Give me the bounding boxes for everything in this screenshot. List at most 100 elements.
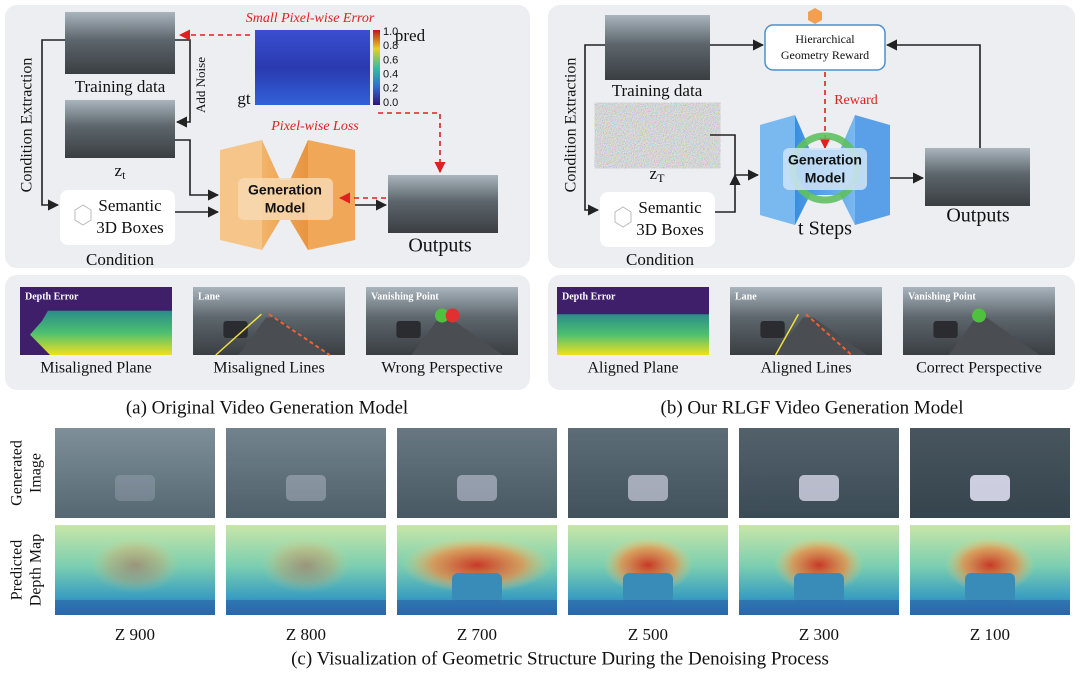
- output-image: [388, 175, 498, 233]
- example-tag: Depth Error: [25, 291, 79, 302]
- model-label: Generation: [788, 152, 862, 168]
- generated-image: [568, 428, 728, 518]
- depth-road: [397, 600, 557, 615]
- generated-image-shade: [397, 428, 557, 518]
- caption: (b) Our RLGF Video Generation Model: [661, 397, 964, 418]
- column-label: Z 800: [286, 625, 326, 644]
- latent-label: zT: [650, 164, 666, 185]
- model-label: Model: [805, 170, 845, 186]
- training-label: Training data: [75, 77, 166, 96]
- example-label: Aligned Plane: [587, 360, 678, 377]
- depth-plane: [557, 314, 709, 355]
- example-tag: Depth Error: [562, 291, 616, 302]
- example-label: Misaligned Plane: [40, 360, 152, 377]
- depth-hotspot: [90, 537, 180, 593]
- noisy-image: [65, 100, 175, 158]
- cube-icon: [74, 204, 92, 226]
- model-card: [238, 178, 333, 220]
- caption: (c) Visualization of Geometric Structure…: [291, 648, 829, 669]
- generated-image-shade: [568, 428, 728, 518]
- latent-label: zt: [115, 161, 127, 182]
- example-tag: Vanishing Point: [371, 291, 439, 302]
- error-heatmap: [255, 30, 370, 105]
- loss-label: Pixel-wise Loss: [270, 119, 359, 134]
- depth-road: [226, 600, 386, 615]
- error-title: Small Pixel-wise Error: [246, 11, 375, 26]
- colorbar-tick: 1.0: [383, 26, 398, 38]
- road: [775, 317, 867, 355]
- condition-extraction: Condition Extraction: [19, 58, 36, 193]
- model-shape: [855, 115, 890, 225]
- car: [457, 475, 497, 501]
- column-label: Z 300: [799, 625, 839, 644]
- reward-box-label: Geometry Reward: [781, 48, 869, 62]
- colorbar-tick: 0.6: [383, 54, 398, 66]
- depth-car: [965, 573, 1015, 603]
- row-label: Depth Map: [28, 534, 45, 606]
- depth-plane: [30, 310, 172, 355]
- row-label: Image: [28, 453, 45, 493]
- example-label: Correct Perspective: [916, 360, 1042, 377]
- column-label: Z 100: [970, 625, 1010, 644]
- arrow: [41, 39, 65, 211]
- generated-image-shade: [739, 428, 899, 518]
- training-label: Training data: [612, 81, 703, 100]
- noise-image: [605, 108, 710, 163]
- road: [948, 317, 1040, 355]
- condition-label: Condition: [86, 250, 155, 269]
- depth-hotspot: [402, 537, 552, 593]
- generated-image: [739, 428, 899, 518]
- generated-image-shade: [226, 428, 386, 518]
- depth-road: [568, 600, 728, 615]
- example-tag: Vanishing Point: [908, 291, 976, 302]
- example-label: Misaligned Lines: [213, 360, 325, 377]
- arrow: [715, 173, 741, 213]
- model-label: Generation: [248, 182, 322, 198]
- vanishing-point: [445, 308, 460, 323]
- car: [970, 475, 1010, 501]
- training-image: [605, 15, 710, 80]
- colorbar-tick: 0.2: [383, 83, 398, 95]
- generated-image-shade: [910, 428, 1070, 518]
- boxes-label: Semantic: [638, 198, 702, 217]
- model-shape: [760, 115, 795, 225]
- gt-label: gt: [237, 89, 251, 108]
- depth-car: [452, 573, 502, 603]
- row-label: Generated: [9, 440, 26, 506]
- depth-road: [55, 600, 215, 615]
- output-image: [925, 148, 1030, 206]
- car: [115, 475, 155, 501]
- depth-road: [910, 600, 1070, 615]
- cube-icon: [614, 206, 632, 228]
- car: [933, 321, 958, 338]
- model-label: Model: [265, 200, 305, 216]
- colorbar-tick: 0.8: [383, 40, 398, 52]
- depth-car: [623, 573, 673, 603]
- row-label: Predicted: [9, 540, 26, 600]
- depth-hotspot: [261, 537, 351, 593]
- car: [799, 475, 839, 501]
- reward-box: [764, 24, 886, 71]
- car: [223, 321, 248, 338]
- example-label: Wrong Perspective: [381, 360, 503, 377]
- model-card: [783, 148, 867, 190]
- car: [396, 321, 421, 338]
- arrow: [885, 39, 981, 148]
- example-tag: Lane: [198, 291, 220, 302]
- example-label: Aligned Lines: [760, 360, 851, 377]
- arrow: [175, 139, 220, 201]
- arrow: [584, 44, 605, 216]
- depth-road: [739, 600, 899, 615]
- colorbar-tick: 0.0: [383, 97, 398, 109]
- reward-box-label: Hierarchical: [795, 32, 855, 46]
- outputs-label: Outputs: [946, 205, 1010, 227]
- condition-label: Condition: [626, 250, 695, 269]
- car: [286, 475, 326, 501]
- boxes-card: [60, 190, 175, 245]
- caption: (a) Original Video Generation Model: [126, 397, 408, 418]
- reward-icon: [808, 8, 822, 24]
- generated-image: [226, 428, 386, 518]
- training-image: [65, 12, 175, 74]
- column-label: Z 700: [457, 625, 497, 644]
